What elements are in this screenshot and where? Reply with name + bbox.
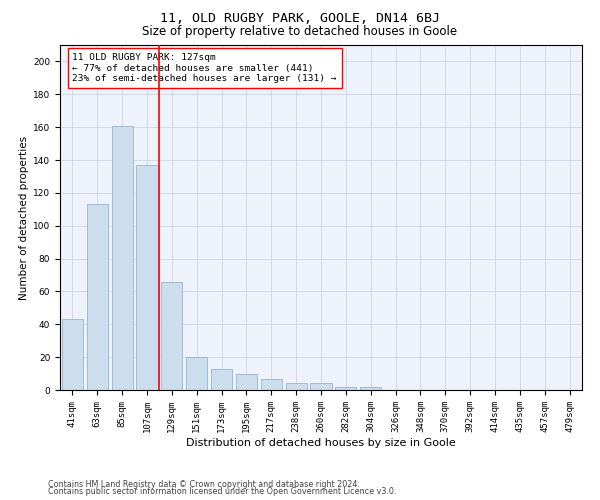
X-axis label: Distribution of detached houses by size in Goole: Distribution of detached houses by size …: [186, 438, 456, 448]
Bar: [186, 357, 207, 390]
Text: 11, OLD RUGBY PARK, GOOLE, DN14 6BJ: 11, OLD RUGBY PARK, GOOLE, DN14 6BJ: [160, 12, 440, 26]
Bar: [286, 384, 307, 390]
Text: Size of property relative to detached houses in Goole: Size of property relative to detached ho…: [142, 25, 458, 38]
Text: Contains HM Land Registry data © Crown copyright and database right 2024.: Contains HM Land Registry data © Crown c…: [48, 480, 360, 489]
Bar: [87, 204, 108, 390]
Y-axis label: Number of detached properties: Number of detached properties: [19, 136, 29, 300]
Bar: [136, 165, 158, 390]
Bar: [335, 386, 356, 390]
Bar: [236, 374, 257, 390]
Text: Contains public sector information licensed under the Open Government Licence v3: Contains public sector information licen…: [48, 487, 397, 496]
Bar: [310, 384, 332, 390]
Bar: [360, 386, 381, 390]
Text: 11 OLD RUGBY PARK: 127sqm
← 77% of detached houses are smaller (441)
23% of semi: 11 OLD RUGBY PARK: 127sqm ← 77% of detac…: [73, 53, 337, 83]
Bar: [62, 320, 83, 390]
Bar: [261, 378, 282, 390]
Bar: [211, 368, 232, 390]
Bar: [112, 126, 133, 390]
Bar: [161, 282, 182, 390]
